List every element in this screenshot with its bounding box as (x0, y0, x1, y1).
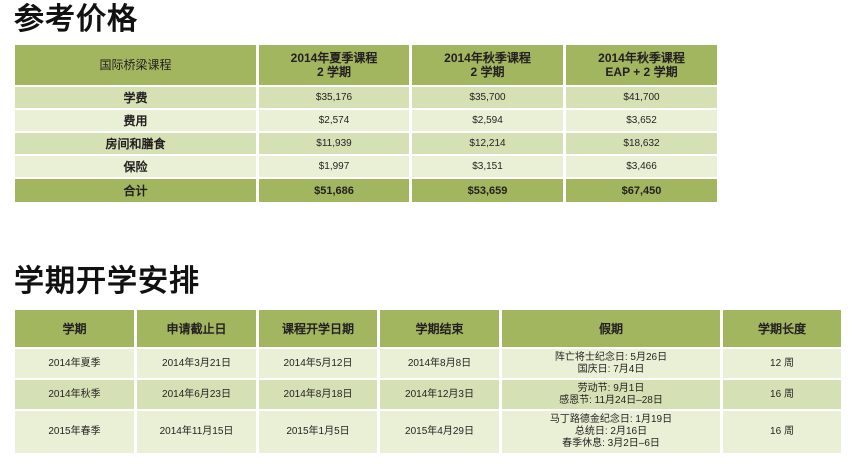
term-length-cell: 12 周 (723, 349, 841, 378)
price-cell: $18,632 (566, 133, 717, 154)
price-cell: $41,700 (566, 87, 717, 108)
price-row-label: 费用 (15, 110, 256, 131)
start-date-cell: 2014年5月12日 (259, 349, 377, 378)
holidays-cell: 劳动节: 9月1日 感恩节: 11月24日–28日 (502, 380, 720, 409)
schedule-row: 2015年春季 2014年11月15日 2015年1月5日 2015年4月29日… (15, 411, 841, 453)
price-row-label: 学费 (15, 87, 256, 108)
schedule-table-header: 学期 申请截止日 课程开学日期 学期结束 假期 学期长度 (15, 310, 841, 347)
term-cell: 2014年秋季 (15, 380, 134, 409)
column-header-line1: 2014年秋季课程 (444, 51, 531, 65)
deadline-cell: 2014年3月21日 (137, 349, 256, 378)
end-date-cell: 2014年8月8日 (380, 349, 499, 378)
holiday-line: 马丁路德金纪念日: 1月19日 (549, 414, 673, 425)
price-cell: $3,151 (412, 156, 563, 177)
schedule-column-header: 课程开学日期 (259, 310, 377, 347)
price-cell: $11,939 (259, 133, 409, 154)
holidays-cell: 马丁路德金纪念日: 1月19日 总统日: 2月16日 春季休息: 3月2日–6日 (502, 411, 720, 453)
holiday-line: 春季休息: 3月2日–6日 (562, 438, 660, 449)
schedule-column-header: 假期 (502, 310, 720, 347)
end-date-cell: 2015年4月29日 (380, 411, 499, 453)
price-total-cell: $67,450 (566, 179, 717, 202)
column-header-line2: EAP + 2 学期 (605, 65, 678, 79)
price-cell: $12,214 (412, 133, 563, 154)
price-total-cell: $51,686 (259, 179, 409, 202)
price-row-label: 房间和膳食 (15, 133, 256, 154)
schedule-row: 2014年夏季 2014年3月21日 2014年5月12日 2014年8月8日 … (15, 349, 841, 378)
start-date-cell: 2015年1月5日 (259, 411, 377, 453)
price-cell: $35,700 (412, 87, 563, 108)
price-total-row: 合计 $51,686 $53,659 $67,450 (15, 179, 717, 202)
price-column-header: 2014年秋季课程 2 学期 (412, 45, 563, 85)
term-cell: 2015年春季 (15, 411, 134, 453)
end-date-cell: 2014年12月3日 (380, 380, 499, 409)
schedule-row: 2014年秋季 2014年6月23日 2014年8月18日 2014年12月3日… (15, 380, 841, 409)
start-date-cell: 2014年8月18日 (259, 380, 377, 409)
term-length-cell: 16 周 (723, 380, 841, 409)
price-table: 国际桥梁课程 2014年夏季课程 2 学期 2014年秋季课程 2 学期 201… (12, 43, 720, 204)
price-column-header: 2014年夏季课程 2 学期 (259, 45, 409, 85)
price-cell: $2,574 (259, 110, 409, 131)
price-table-corner-label: 国际桥梁课程 (15, 45, 256, 85)
price-cell: $1,997 (259, 156, 409, 177)
price-section-title: 参考价格 (14, 2, 138, 37)
price-total-cell: $53,659 (412, 179, 563, 202)
column-header-line2: 2 学期 (316, 65, 351, 79)
price-row: 房间和膳食 $11,939 $12,214 $18,632 (15, 133, 717, 154)
price-table-header: 国际桥梁课程 2014年夏季课程 2 学期 2014年秋季课程 2 学期 201… (15, 45, 717, 85)
price-cell: $35,176 (259, 87, 409, 108)
price-total-label: 合计 (15, 179, 256, 202)
term-length-cell: 16 周 (723, 411, 841, 453)
column-header-line2: 2 学期 (470, 65, 505, 79)
holiday-line: 国庆日: 7月4日 (577, 363, 645, 375)
column-header-line1: 2014年秋季课程 (598, 51, 685, 65)
schedule-column-header: 学期长度 (723, 310, 841, 347)
holiday-line: 劳动节: 9月1日 (577, 382, 645, 394)
term-cell: 2014年夏季 (15, 349, 134, 378)
schedule-section-title: 学期开学安排 (14, 264, 200, 299)
schedule-column-header: 学期结束 (380, 310, 499, 347)
holiday-line: 总统日: 2月16日 (574, 426, 648, 437)
holiday-line: 感恩节: 11月24日–28日 (559, 394, 663, 406)
price-row: 学费 $35,176 $35,700 $41,700 (15, 87, 717, 108)
deadline-cell: 2014年6月23日 (137, 380, 256, 409)
deadline-cell: 2014年11月15日 (137, 411, 256, 453)
price-cell: $2,594 (412, 110, 563, 131)
price-row-label: 保险 (15, 156, 256, 177)
schedule-table: 学期 申请截止日 课程开学日期 学期结束 假期 学期长度 2014年夏季 201… (12, 308, 844, 455)
schedule-column-header: 学期 (15, 310, 134, 347)
schedule-column-header: 申请截止日 (137, 310, 256, 347)
price-cell: $3,652 (566, 110, 717, 131)
holiday-line: 阵亡将士纪念日: 5月26日 (554, 351, 668, 363)
price-column-header: 2014年秋季课程 EAP + 2 学期 (566, 45, 717, 85)
price-row: 费用 $2,574 $2,594 $3,652 (15, 110, 717, 131)
price-row: 保险 $1,997 $3,151 $3,466 (15, 156, 717, 177)
price-cell: $3,466 (566, 156, 717, 177)
holidays-cell: 阵亡将士纪念日: 5月26日 国庆日: 7月4日 (502, 349, 720, 378)
column-header-line1: 2014年夏季课程 (290, 51, 378, 65)
